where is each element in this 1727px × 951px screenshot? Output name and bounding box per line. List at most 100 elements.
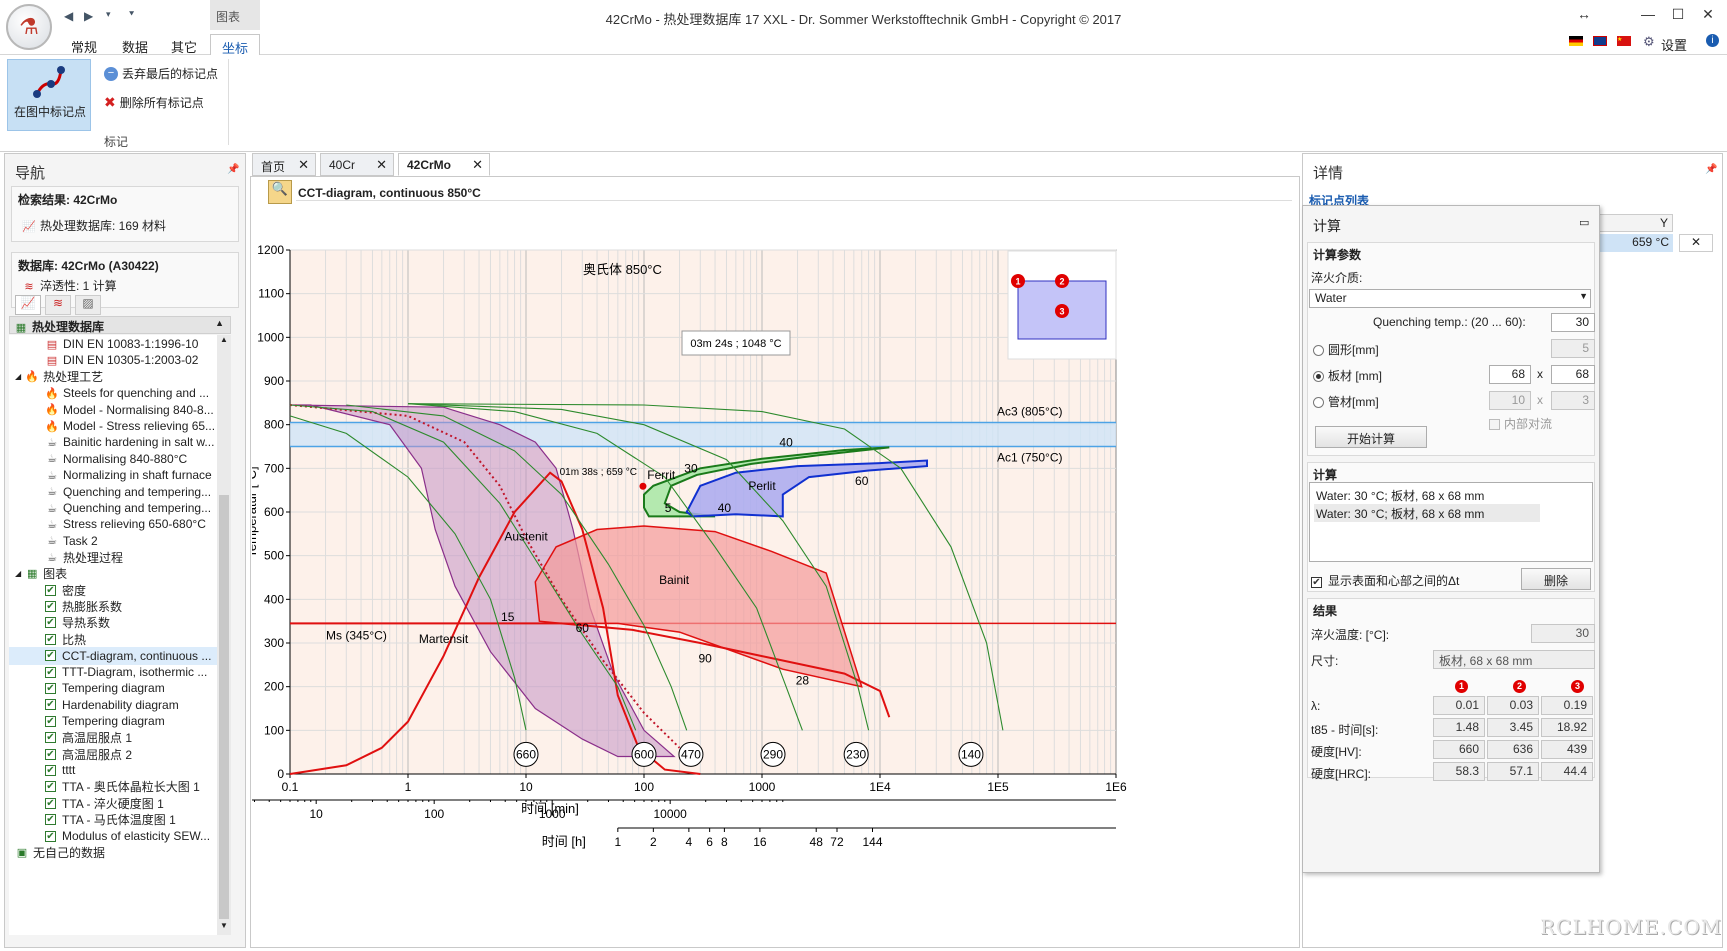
tree-item[interactable]: ▤ DIN EN 10083-1:1996-10 [9,335,199,353]
close-tab-icon[interactable]: ✕ [298,157,309,172]
tree-item[interactable]: ▤ DIN EN 10305-1:2003-02 [9,351,199,369]
show-delta-checkbox[interactable]: ✔ 显示表面和心部之间的Δt [1311,574,1460,588]
checkbox-checked-icon[interactable]: ✔ [45,732,56,744]
checkbox-checked-icon[interactable]: ✔ [45,633,56,645]
tree-item[interactable]: ✔ tttt [9,761,75,779]
checkbox-checked-icon[interactable]: ✔ [45,764,56,776]
doc-tab-42crmo[interactable]: 42CrMo ✕ [398,153,490,176]
close-button[interactable]: ✕ [1702,6,1714,22]
checkbox-checked-icon[interactable]: ✔ [1311,577,1322,588]
plate-a-input[interactable]: 68 [1489,365,1531,384]
scroll-up-icon[interactable]: ▲ [220,335,228,344]
tree-item[interactable]: ✔ TTT-Diagram, isothermic ... [9,663,207,681]
minimize-button[interactable]: — [1641,6,1655,22]
uk-flag-icon[interactable] [1593,36,1607,46]
checkbox-checked-icon[interactable]: ✔ [45,666,56,678]
tree-item[interactable]: ◢ 🔥 热处理工艺 [9,368,103,386]
calc-list-item[interactable]: Water: 30 °C; 板材, 68 x 68 mm [1316,489,1485,503]
checkbox-checked-icon[interactable]: ✔ [45,781,56,793]
customize-qat-icon[interactable]: ⯆ [128,9,136,19]
back-icon[interactable]: ◀ [64,9,74,23]
db-count[interactable]: 📈 热处理数据库: 169 材料 [22,219,167,233]
tree-item[interactable]: ✔ Tempering diagram [9,712,165,730]
tree-item[interactable]: ✔ TTA - 马氏体温度图 1 [9,811,176,829]
app-logo-icon[interactable]: ⚗ [6,4,52,50]
checkbox-checked-icon[interactable]: ✔ [45,715,56,727]
tube-radio[interactable]: 管材[mm] [1313,393,1379,410]
dropdown-icon[interactable]: ▾ [106,9,111,19]
pin-icon[interactable]: 📌 [227,164,240,175]
china-flag-icon[interactable]: ★ [1617,36,1631,46]
quench-medium-select[interactable]: Water ▼ [1309,289,1591,308]
tree-item[interactable]: ☕ Normalising 840-880°C [9,450,187,468]
checkbox-checked-icon[interactable]: ✔ [45,699,56,711]
round-radio[interactable]: 圆形[mm] [1313,341,1379,358]
tree-item[interactable]: ✔ TTA - 奥氏体晶粒长大图 1 [9,778,200,796]
settings-gear-icon[interactable]: ⚙ [1643,34,1655,49]
tree-item[interactable]: ✔ TTA - 淬火硬度图 1 [9,794,164,812]
tree-item[interactable]: ☕ Normalizing in shaft furnace [9,466,212,484]
tree-item[interactable]: ☕ 热处理过程 [9,548,123,566]
chart-svg[interactable]: 0100200300400500600700800900100011001200… [195,205,1296,945]
plate-radio[interactable]: 板材 [mm] [1313,367,1382,384]
german-flag-icon[interactable] [1569,36,1583,46]
pin-icon[interactable]: 📌 [1705,164,1718,175]
inner-cooling-checkbox[interactable]: 内部对流 [1489,415,1552,432]
checkbox-checked-icon[interactable]: ✔ [45,600,56,612]
start-calc-button[interactable]: 开始计算 [1315,426,1427,448]
tab-layers-icon[interactable]: ≋ [45,295,71,315]
checkbox-checked-icon[interactable]: ✔ [45,797,56,809]
collapse-icon[interactable]: ▲ [215,318,224,328]
tree-item[interactable]: ✔ 高温屈服点 2 [9,745,132,763]
close-tab-icon[interactable]: ✕ [472,157,483,172]
close-tab-icon[interactable]: ✕ [376,157,387,172]
tree-item[interactable]: ☕ Quenching and tempering... [9,499,211,517]
hardenability-row[interactable]: ≋ 淬透性: 1 计算 [22,277,116,294]
calc-list[interactable]: Water: 30 °C; 板材, 68 x 68 mm Water: 30 °… [1309,482,1593,562]
tree-item[interactable]: 🔥 Steels for quenching and ... [9,384,209,402]
forward-icon[interactable]: ▶ [84,9,94,23]
mark-point-button[interactable]: 在图中标记点 [7,59,91,131]
tree-item[interactable]: ✔ 比热 [9,630,86,648]
tree-scrollbar[interactable]: ▲ ▼ [217,335,231,935]
doc-tab-40cr[interactable]: 40Cr ✕ [320,153,394,176]
ribbon-tab-general[interactable]: 常规 [70,40,97,55]
discard-last-button[interactable]: − 丢弃最后的标记点 [104,65,218,82]
tab-chart-icon[interactable]: 📈 [15,295,41,315]
tree-item[interactable]: ✔ Tempering diagram [9,679,165,697]
cct-chart[interactable]: 0 100 200 300 400 500 600 700 800 900 1000 1100 1200… [195,205,1296,945]
radio-checked-icon[interactable] [1313,371,1324,383]
checkbox-checked-icon[interactable]: ✔ [45,830,56,842]
plate-b-input[interactable]: 68 [1551,365,1595,384]
marked-point[interactable] [639,482,647,490]
tree-item[interactable]: ☕ Bainitic hardening in salt w... [9,433,214,451]
tree-item[interactable]: ☕ Task 2 [9,532,98,550]
delete-all-button[interactable]: ✖ 删除所有标记点 [104,94,204,111]
tree-item[interactable]: ✔ 热膨胀系数 [9,597,122,615]
tree-item[interactable]: ✔ 密度 [9,581,86,599]
settings-label[interactable]: 设置 [1661,38,1688,53]
quench-temp-input[interactable]: 30 [1551,313,1595,332]
help-icon[interactable]: i [1706,34,1719,47]
tree-item[interactable]: ✔ Modulus of elasticity SEW... [9,827,210,845]
checkbox-checked-icon[interactable]: ✔ [45,650,56,662]
checkbox-checked-icon[interactable]: ✔ [45,584,56,596]
round-input[interactable]: 5 [1551,339,1595,358]
tree-expander-icon[interactable]: ◢ [15,569,22,579]
tree-item[interactable]: ☕ Quenching and tempering... [9,483,211,501]
maximize-button[interactable]: ☐ [1671,6,1685,22]
calc-list-item[interactable]: Water: 30 °C; 板材, 68 x 68 mm [1314,504,1540,522]
tab-hatch-icon[interactable]: ▨ [75,295,101,315]
tree-item[interactable]: ▣ 无自己的数据 [9,843,105,861]
tube-b-input[interactable]: 3 [1551,391,1595,410]
tree-item[interactable]: 🔥 Model - Normalising 840-8... [9,401,214,419]
calc-minimize-icon[interactable]: ▭ [1579,217,1590,229]
scroll-thumb[interactable] [219,495,229,919]
tree-item[interactable]: ✔ CCT-diagram, continuous ... [9,646,217,665]
chevron-down-icon[interactable]: ▼ [1579,291,1588,301]
ribbon-tab-coordinates[interactable]: 坐标 [210,34,260,56]
tree-header[interactable]: ▦ 热处理数据库 ▲ [9,316,231,334]
checkbox-checked-icon[interactable]: ✔ [45,814,56,826]
tree-item[interactable]: ✔ Hardenability diagram [9,696,179,714]
ribbon-tab-other[interactable]: 其它 [170,40,197,55]
